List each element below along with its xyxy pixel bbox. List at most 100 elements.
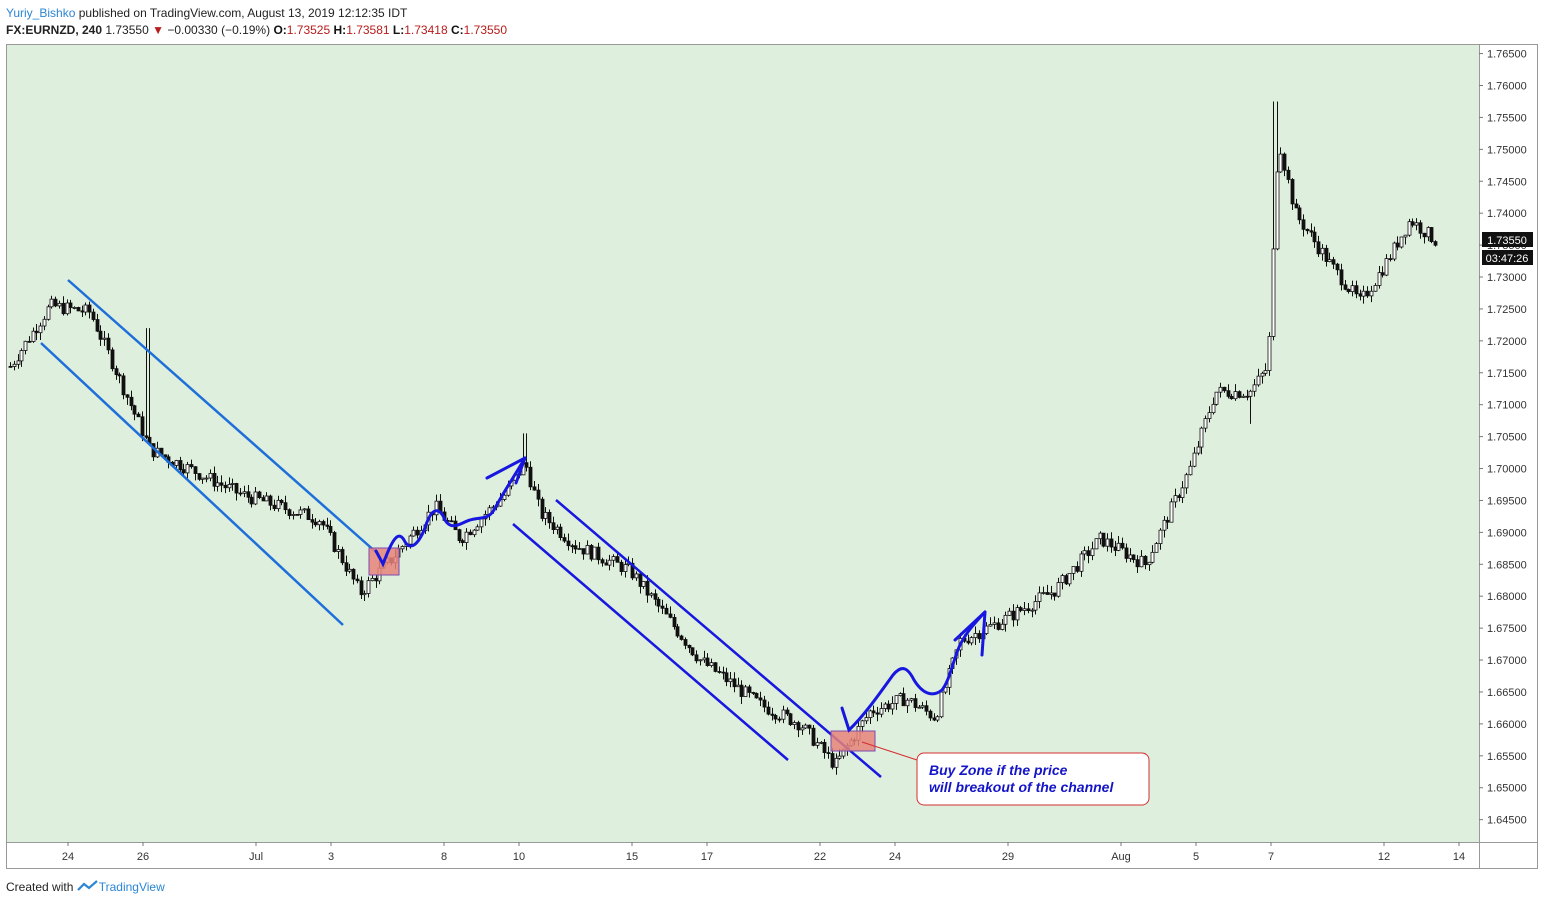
candle-down bbox=[687, 644, 692, 649]
candle-up bbox=[555, 526, 560, 531]
candle-down bbox=[762, 699, 767, 708]
candle-up bbox=[623, 564, 628, 572]
candle-down bbox=[1113, 546, 1118, 551]
author-link[interactable]: Yuriy_Bishko bbox=[6, 6, 76, 20]
candle-down bbox=[717, 671, 722, 673]
candle-down bbox=[1086, 550, 1091, 557]
candle-down bbox=[875, 712, 880, 715]
candle-down bbox=[8, 365, 13, 368]
time-axis[interactable]: 24 26 Jul 3 8 10 15 17 22 24 29 Aug 5 7 12 14 bbox=[62, 842, 1465, 863]
candle-up bbox=[935, 716, 940, 721]
time-tick-label: 17 bbox=[701, 851, 713, 863]
candle-down bbox=[140, 416, 145, 437]
candle-down bbox=[566, 540, 571, 547]
candle-up bbox=[1407, 221, 1412, 236]
price-tick-label: 1.70500 bbox=[1487, 432, 1527, 444]
candle-up bbox=[1426, 227, 1431, 238]
candle-down bbox=[114, 368, 119, 375]
price-tick-label: 1.74000 bbox=[1487, 208, 1527, 220]
candle-up bbox=[1150, 551, 1155, 563]
candle-up bbox=[174, 460, 179, 466]
candle-up bbox=[1392, 242, 1397, 260]
candle-down bbox=[193, 466, 198, 474]
candle-down bbox=[524, 462, 529, 468]
candle-down bbox=[1346, 288, 1351, 293]
candle-down bbox=[656, 598, 661, 607]
candle-up bbox=[917, 706, 922, 709]
candle-up bbox=[1184, 474, 1189, 489]
candle-down bbox=[283, 502, 288, 511]
candle-up bbox=[102, 337, 107, 340]
candle-up bbox=[204, 477, 209, 480]
candle-down bbox=[1388, 258, 1393, 261]
candle-down bbox=[822, 741, 827, 753]
candle-down bbox=[615, 556, 620, 563]
candle-up bbox=[1233, 391, 1238, 400]
candle-up bbox=[57, 302, 62, 307]
candle-down bbox=[619, 561, 624, 572]
candle-down bbox=[1026, 608, 1031, 612]
price-tick-label: 1.68500 bbox=[1487, 559, 1527, 571]
candle-down bbox=[1312, 231, 1317, 243]
high-value: 1.73581 bbox=[346, 23, 390, 37]
candle-up bbox=[1384, 258, 1389, 276]
candle-up bbox=[607, 559, 612, 566]
candle-up bbox=[611, 556, 616, 561]
candle-down bbox=[68, 302, 73, 308]
candle-up bbox=[1327, 259, 1332, 262]
candle-up bbox=[969, 637, 974, 644]
candle-up bbox=[1037, 592, 1042, 602]
candle-down bbox=[287, 509, 292, 516]
candle-down bbox=[212, 472, 217, 487]
price-axis[interactable]: 1.76500 1.76000 1.75500 1.75000 1.74500 1.740… bbox=[1479, 49, 1527, 827]
candle-down bbox=[106, 337, 111, 351]
candle-up bbox=[868, 710, 873, 718]
candle-down bbox=[679, 635, 684, 640]
candle-down bbox=[532, 486, 537, 491]
candle-down bbox=[279, 499, 284, 504]
candle-down bbox=[1354, 285, 1359, 295]
last-price-badge: 1.73550 03:47:26 bbox=[1482, 232, 1533, 265]
candle-down bbox=[1290, 179, 1295, 205]
candle-down bbox=[268, 495, 273, 506]
candle-down bbox=[415, 529, 420, 536]
candle-down bbox=[132, 405, 137, 415]
tradingview-brand[interactable]: TradingView bbox=[98, 880, 165, 894]
price-tick-label: 1.71000 bbox=[1487, 400, 1527, 412]
candle-down bbox=[1343, 284, 1348, 290]
candle-up bbox=[1248, 390, 1253, 397]
time-tick-label: Aug bbox=[1111, 851, 1131, 863]
candle-up bbox=[1361, 290, 1366, 297]
time-tick-label: 29 bbox=[1002, 851, 1014, 863]
candle-up bbox=[1007, 610, 1012, 616]
candle-up bbox=[1049, 592, 1054, 595]
candle-down bbox=[1339, 269, 1344, 286]
candle-up bbox=[1196, 446, 1201, 454]
candle-down bbox=[871, 710, 876, 714]
candle-up bbox=[83, 304, 88, 313]
candle-down bbox=[460, 540, 465, 544]
last-price-badge-bg bbox=[1482, 232, 1533, 247]
candle-down bbox=[359, 580, 364, 596]
callout-line-2: will breakout of the channel bbox=[929, 779, 1114, 795]
candle-up bbox=[728, 678, 733, 683]
candle-down bbox=[751, 692, 756, 694]
candle-down bbox=[98, 330, 103, 340]
candle-up bbox=[860, 720, 865, 727]
candle-down bbox=[1331, 259, 1336, 265]
candle-up bbox=[475, 526, 480, 531]
candle-down bbox=[928, 710, 933, 719]
symbol-label[interactable]: FX:EURNZD, 240 bbox=[6, 23, 103, 37]
candle-down bbox=[1226, 390, 1231, 397]
candle-up bbox=[736, 684, 741, 688]
projection-curve-1 bbox=[374, 456, 527, 568]
time-tick-label: 14 bbox=[1453, 851, 1465, 863]
candle-up bbox=[698, 659, 703, 662]
candle-down bbox=[1018, 607, 1023, 611]
candle-up bbox=[1180, 487, 1185, 498]
candle-up bbox=[347, 568, 352, 572]
candle-up bbox=[65, 302, 70, 315]
candle-up bbox=[1271, 248, 1276, 337]
candle-down bbox=[246, 491, 251, 498]
